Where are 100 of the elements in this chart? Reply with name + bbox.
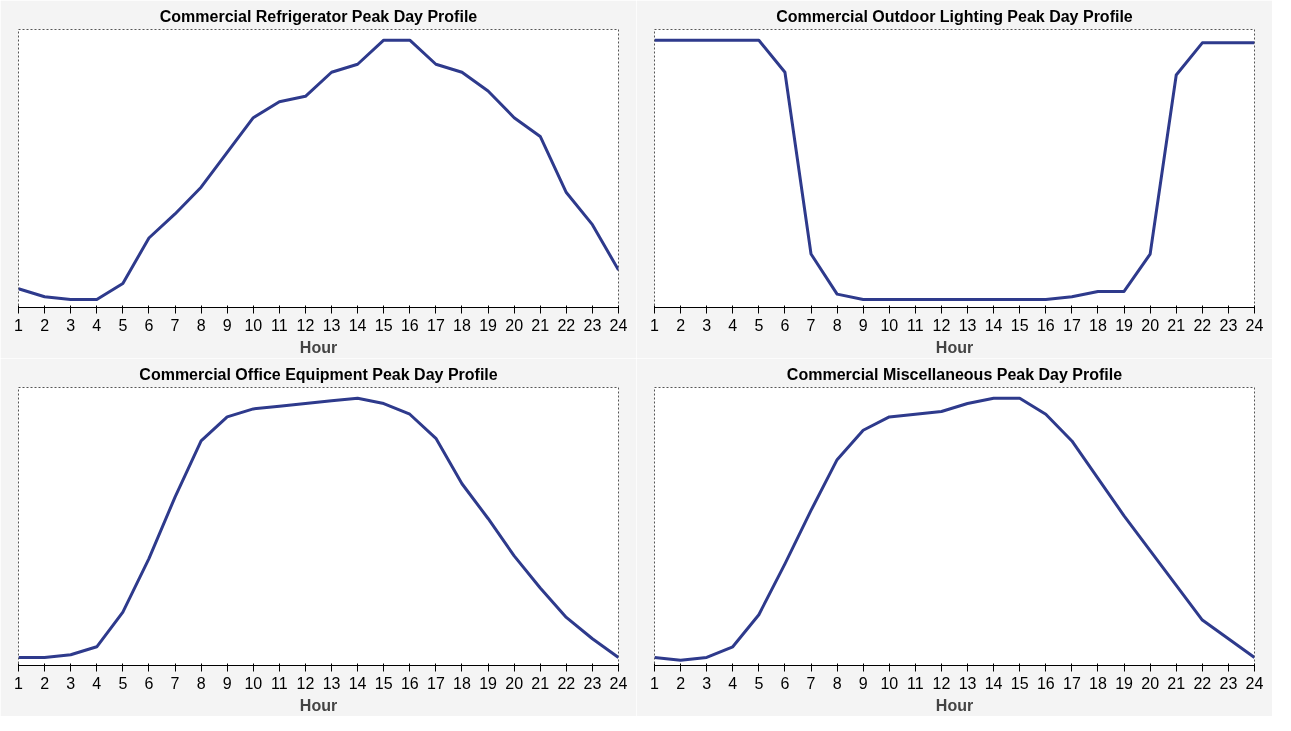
x-tick-label: 14 bbox=[984, 316, 1003, 334]
x-tick-label: 23 bbox=[1219, 674, 1238, 692]
x-tick-label: 6 bbox=[144, 674, 154, 692]
x-tick-label: 16 bbox=[1036, 316, 1055, 334]
x-tick-label: 15 bbox=[1010, 316, 1029, 334]
x-tick-label: 12 bbox=[932, 674, 951, 692]
x-tick-label: 22 bbox=[557, 316, 576, 334]
x-tick-label: 14 bbox=[348, 316, 367, 334]
x-tick-label: 1 bbox=[650, 316, 660, 334]
x-tick-label: 10 bbox=[244, 316, 263, 334]
x-tick-label: 21 bbox=[531, 316, 550, 334]
x-tick-label: 10 bbox=[244, 674, 263, 692]
x-tick-label: 13 bbox=[958, 316, 977, 334]
x-tick-label: 4 bbox=[728, 674, 738, 692]
x-tick-label: 8 bbox=[832, 316, 842, 334]
x-axis-title: Hour bbox=[935, 338, 974, 356]
x-tick-label: 9 bbox=[858, 674, 868, 692]
x-tick-label: 20 bbox=[1141, 674, 1160, 692]
x-tick-label: 19 bbox=[1115, 674, 1134, 692]
x-tick-label: 18 bbox=[453, 316, 471, 334]
x-tick-label: 14 bbox=[348, 674, 367, 692]
x-tick-label: 18 bbox=[1089, 316, 1107, 334]
x-tick-label: 11 bbox=[907, 674, 924, 692]
x-tick-label: 21 bbox=[1167, 674, 1186, 692]
x-tick-label: 15 bbox=[374, 316, 393, 334]
x-tick-label: 11 bbox=[907, 316, 924, 334]
x-tick-label: 3 bbox=[702, 674, 712, 692]
x-tick-label: 3 bbox=[66, 316, 76, 334]
x-tick-label: 17 bbox=[1062, 316, 1081, 334]
x-tick-label: 24 bbox=[1245, 316, 1264, 334]
x-tick-label: 7 bbox=[806, 674, 816, 692]
x-tick-label: 8 bbox=[832, 674, 842, 692]
x-tick-label: 14 bbox=[984, 674, 1003, 692]
x-tick-label: 17 bbox=[1062, 674, 1081, 692]
x-axis-title: Hour bbox=[299, 338, 338, 356]
chart-title: Commercial Office Equipment Peak Day Profile bbox=[139, 365, 498, 383]
x-tick-label: 21 bbox=[1167, 316, 1186, 334]
x-tick-label: 20 bbox=[505, 316, 524, 334]
x-tick-label: 5 bbox=[118, 316, 128, 334]
x-tick-label: 2 bbox=[40, 316, 50, 334]
x-tick-label: 16 bbox=[1036, 674, 1055, 692]
x-tick-label: 12 bbox=[296, 674, 315, 692]
x-tick-label: 19 bbox=[1115, 316, 1134, 334]
x-tick-label: 13 bbox=[322, 316, 341, 334]
x-axis-title: Hour bbox=[299, 696, 338, 714]
x-tick-label: 5 bbox=[118, 674, 128, 692]
x-tick-label: 19 bbox=[479, 316, 498, 334]
chart-title: Commercial Outdoor Lighting Peak Day Profile bbox=[776, 7, 1133, 25]
x-tick-label: 12 bbox=[296, 316, 315, 334]
x-tick-label: 1 bbox=[650, 674, 660, 692]
x-tick-label: 18 bbox=[1089, 674, 1107, 692]
chart-title: Commercial Refrigerator Peak Day Profile bbox=[159, 7, 478, 25]
x-tick-label: 23 bbox=[583, 674, 602, 692]
x-tick-label: 4 bbox=[92, 316, 102, 334]
x-tick-label: 5 bbox=[754, 674, 764, 692]
x-tick-label: 1 bbox=[14, 674, 24, 692]
x-tick-label: 15 bbox=[374, 674, 393, 692]
x-tick-label: 24 bbox=[609, 316, 628, 334]
x-tick-label: 13 bbox=[958, 674, 977, 692]
x-tick-label: 22 bbox=[557, 674, 576, 692]
x-tick-label: 12 bbox=[932, 316, 951, 334]
x-tick-label: 2 bbox=[676, 674, 686, 692]
x-tick-label: 9 bbox=[222, 316, 232, 334]
x-tick-label: 5 bbox=[754, 316, 764, 334]
x-tick-label: 18 bbox=[453, 674, 471, 692]
x-tick-label: 6 bbox=[144, 316, 154, 334]
x-tick-label: 8 bbox=[196, 316, 206, 334]
x-tick-label: 9 bbox=[222, 674, 232, 692]
x-tick-label: 23 bbox=[583, 316, 602, 334]
x-tick-label: 9 bbox=[858, 316, 868, 334]
x-tick-label: 6 bbox=[780, 316, 790, 334]
x-tick-label: 3 bbox=[66, 674, 76, 692]
x-tick-label: 24 bbox=[609, 674, 628, 692]
x-tick-label: 19 bbox=[479, 674, 498, 692]
x-tick-label: 8 bbox=[196, 674, 206, 692]
x-tick-label: 11 bbox=[271, 674, 288, 692]
x-tick-label: 10 bbox=[880, 674, 899, 692]
x-tick-label: 2 bbox=[676, 316, 686, 334]
x-axis-title: Hour bbox=[935, 696, 974, 714]
x-tick-label: 3 bbox=[702, 316, 712, 334]
x-tick-label: 4 bbox=[728, 316, 738, 334]
x-tick-label: 16 bbox=[400, 316, 419, 334]
x-tick-label: 6 bbox=[780, 674, 790, 692]
x-tick-label: 4 bbox=[92, 674, 102, 692]
chart-title: Commercial Miscellaneous Peak Day Profile bbox=[786, 365, 1123, 383]
x-tick-label: 24 bbox=[1245, 674, 1264, 692]
x-tick-label: 22 bbox=[1193, 316, 1212, 334]
x-tick-label: 23 bbox=[1219, 316, 1238, 334]
x-tick-label: 7 bbox=[170, 316, 180, 334]
x-tick-label: 7 bbox=[170, 674, 180, 692]
x-tick-label: 22 bbox=[1193, 674, 1212, 692]
x-tick-label: 11 bbox=[271, 316, 288, 334]
x-tick-label: 16 bbox=[400, 674, 419, 692]
x-tick-label: 15 bbox=[1010, 674, 1029, 692]
x-tick-label: 13 bbox=[322, 674, 341, 692]
x-tick-label: 17 bbox=[426, 316, 445, 334]
x-tick-label: 21 bbox=[531, 674, 550, 692]
x-tick-label: 7 bbox=[806, 316, 816, 334]
x-tick-label: 17 bbox=[426, 674, 445, 692]
x-tick-label: 20 bbox=[505, 674, 524, 692]
